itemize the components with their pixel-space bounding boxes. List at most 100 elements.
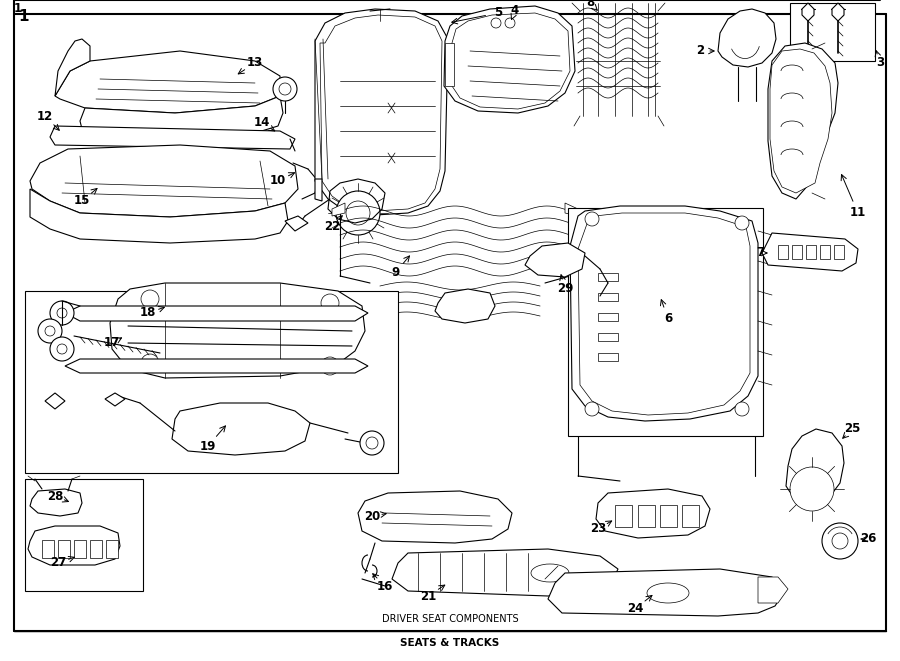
Bar <box>660 505 677 527</box>
Polygon shape <box>786 429 844 505</box>
Ellipse shape <box>531 564 569 582</box>
Polygon shape <box>718 9 776 67</box>
Polygon shape <box>548 569 785 616</box>
Bar <box>834 245 844 259</box>
Bar <box>568 208 763 436</box>
Circle shape <box>822 523 858 559</box>
Text: SEATS & TRACKS: SEATS & TRACKS <box>400 638 500 648</box>
Text: 15: 15 <box>74 194 90 208</box>
Bar <box>598 293 618 301</box>
Text: 20: 20 <box>364 510 380 522</box>
Circle shape <box>832 533 848 549</box>
Circle shape <box>735 216 749 230</box>
Polygon shape <box>758 577 788 603</box>
Text: 25: 25 <box>844 422 860 436</box>
Circle shape <box>346 201 370 225</box>
Text: 24: 24 <box>626 602 644 615</box>
Polygon shape <box>30 189 288 243</box>
Polygon shape <box>762 233 858 271</box>
Polygon shape <box>578 213 750 415</box>
Text: 6: 6 <box>664 313 672 325</box>
Text: 21: 21 <box>420 590 436 602</box>
Polygon shape <box>50 126 295 149</box>
Text: 18: 18 <box>140 307 157 319</box>
Bar <box>682 505 699 527</box>
Text: 8: 8 <box>586 0 594 9</box>
Bar <box>778 245 788 259</box>
Text: 29: 29 <box>557 282 573 295</box>
Polygon shape <box>596 489 710 538</box>
Bar <box>790 3 875 61</box>
Polygon shape <box>30 489 82 516</box>
Circle shape <box>50 337 74 361</box>
Circle shape <box>141 290 159 308</box>
Text: 23: 23 <box>590 522 606 535</box>
Circle shape <box>491 18 501 28</box>
Circle shape <box>366 437 378 449</box>
Circle shape <box>790 467 834 511</box>
Bar <box>90 540 102 558</box>
Polygon shape <box>332 203 345 216</box>
Text: 12: 12 <box>37 110 53 122</box>
Polygon shape <box>315 179 322 201</box>
Text: 27: 27 <box>50 557 66 570</box>
Text: 10: 10 <box>270 175 286 188</box>
Polygon shape <box>80 96 283 139</box>
Polygon shape <box>565 203 578 216</box>
Circle shape <box>141 354 159 372</box>
Circle shape <box>585 212 599 226</box>
Bar <box>74 540 86 558</box>
Text: 7: 7 <box>756 247 764 260</box>
Circle shape <box>279 83 291 95</box>
Circle shape <box>50 301 74 325</box>
Bar <box>598 333 618 341</box>
Polygon shape <box>28 526 120 565</box>
Polygon shape <box>445 43 454 86</box>
Polygon shape <box>45 393 65 409</box>
Text: 3: 3 <box>876 56 884 69</box>
Circle shape <box>321 294 339 312</box>
Circle shape <box>735 402 749 416</box>
Polygon shape <box>358 491 512 543</box>
Polygon shape <box>392 549 618 596</box>
Bar <box>598 353 618 361</box>
Polygon shape <box>285 216 308 231</box>
Text: 1: 1 <box>14 3 22 15</box>
Polygon shape <box>30 145 298 217</box>
Polygon shape <box>802 3 814 21</box>
Polygon shape <box>65 306 368 321</box>
Text: 5: 5 <box>494 7 502 20</box>
Polygon shape <box>832 3 844 21</box>
Bar <box>25 291 398 473</box>
Polygon shape <box>768 43 838 199</box>
Text: 28: 28 <box>47 490 63 502</box>
Polygon shape <box>770 49 832 193</box>
Bar <box>58 540 70 558</box>
Polygon shape <box>55 39 90 96</box>
Text: 16: 16 <box>377 580 393 592</box>
Polygon shape <box>172 403 310 455</box>
Polygon shape <box>65 359 368 373</box>
Polygon shape <box>105 393 125 406</box>
Polygon shape <box>320 15 442 211</box>
Text: DRIVER SEAT COMPONENTS: DRIVER SEAT COMPONENTS <box>382 614 518 624</box>
Text: 9: 9 <box>391 266 399 280</box>
Text: 2: 2 <box>696 44 704 58</box>
Polygon shape <box>570 206 758 421</box>
Circle shape <box>57 308 67 318</box>
Bar <box>598 313 618 321</box>
Bar <box>792 245 802 259</box>
Circle shape <box>57 344 67 354</box>
Polygon shape <box>450 13 570 109</box>
Text: 26: 26 <box>860 533 877 545</box>
Circle shape <box>38 319 62 343</box>
Polygon shape <box>444 6 575 113</box>
Text: 13: 13 <box>247 56 263 69</box>
Bar <box>806 245 816 259</box>
Polygon shape <box>110 283 365 378</box>
Text: 19: 19 <box>200 440 216 453</box>
Text: 11: 11 <box>850 206 866 219</box>
Polygon shape <box>315 9 448 215</box>
Bar <box>598 273 618 281</box>
Circle shape <box>45 326 55 336</box>
